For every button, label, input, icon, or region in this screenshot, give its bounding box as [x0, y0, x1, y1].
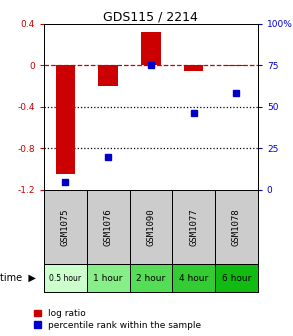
Bar: [215, 190, 258, 264]
Bar: [87, 190, 130, 264]
Bar: [227, 65, 246, 66]
Bar: [56, 65, 75, 174]
Bar: [130, 264, 172, 292]
Bar: [98, 65, 118, 86]
Text: 2 hour: 2 hour: [136, 274, 166, 283]
Text: GSM1077: GSM1077: [189, 208, 198, 246]
Text: time  ▶: time ▶: [0, 273, 36, 283]
Text: 6 hour: 6 hour: [222, 274, 251, 283]
Text: GSM1078: GSM1078: [232, 208, 241, 246]
Bar: [130, 190, 172, 264]
Text: GSM1076: GSM1076: [104, 208, 113, 246]
Text: 4 hour: 4 hour: [179, 274, 208, 283]
Bar: [172, 264, 215, 292]
Bar: [141, 32, 161, 65]
Text: 0.5 hour: 0.5 hour: [49, 274, 81, 283]
Text: GSM1090: GSM1090: [146, 208, 155, 246]
Bar: [44, 190, 87, 264]
Bar: [44, 264, 87, 292]
Text: 1 hour: 1 hour: [93, 274, 123, 283]
Bar: [184, 65, 203, 71]
Bar: [172, 190, 215, 264]
Text: GSM1075: GSM1075: [61, 208, 70, 246]
Title: GDS115 / 2214: GDS115 / 2214: [103, 10, 198, 24]
Bar: [215, 264, 258, 292]
Legend: log ratio, percentile rank within the sample: log ratio, percentile rank within the sa…: [34, 309, 201, 330]
Bar: [87, 264, 130, 292]
